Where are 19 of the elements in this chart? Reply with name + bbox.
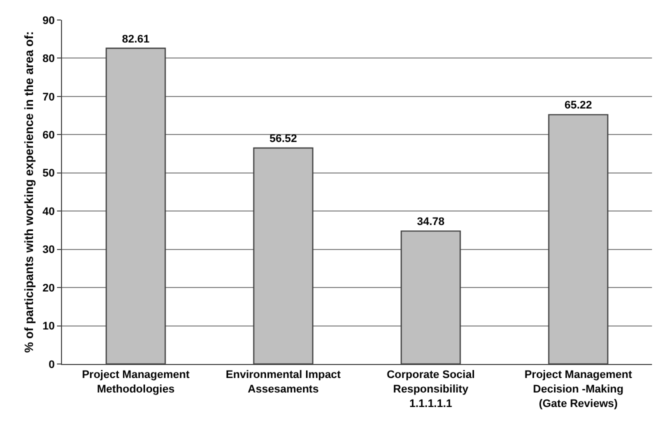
- data-label: 82.61: [122, 33, 150, 46]
- y-tick-label: 20: [42, 282, 55, 294]
- x-tick-label: Corporate Social Responsibility 1.1.1.1.1: [386, 369, 475, 410]
- y-tick-label: 70: [42, 91, 55, 104]
- y-tick-label: 30: [42, 244, 55, 256]
- y-axis-title: % of participants with working experience in the area of:: [22, 31, 36, 353]
- y-tick-label: 60: [42, 130, 55, 142]
- x-tick-label: Project Management Decision -Making (Gate Reviews): [524, 369, 632, 410]
- y-tick-label: 0: [48, 358, 55, 371]
- data-label: 56.52: [269, 132, 298, 145]
- y-tick-label: 10: [42, 320, 55, 333]
- y-tick-label: 50: [42, 168, 55, 180]
- y-tick-label: 90: [42, 14, 55, 27]
- y-tick-label: 40: [42, 206, 55, 218]
- data-label: 65.22: [564, 100, 592, 112]
- x-tick-label: Project Management Methodologies: [82, 369, 190, 396]
- x-tick-label: Environmental Impact Assesaments: [226, 369, 342, 396]
- data-label: 34.78: [416, 216, 445, 228]
- y-tick-label: 80: [42, 53, 55, 66]
